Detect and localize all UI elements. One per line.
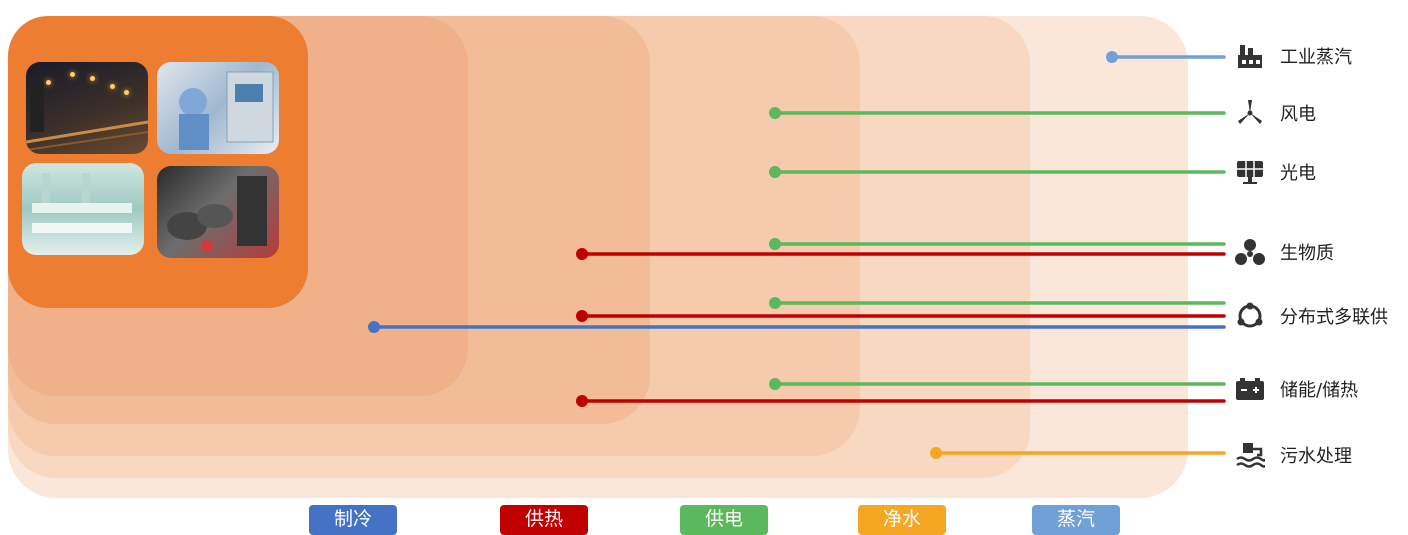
water-treatment-icon [1234, 441, 1266, 469]
biomass-icon [1234, 238, 1266, 266]
factory-icon [1234, 42, 1266, 70]
category-label-heating: 供热 [500, 505, 588, 535]
category-label-cooling: 制冷 [309, 505, 397, 535]
source-item-steam: 工业蒸汽 [1234, 42, 1352, 70]
cycle-icon [1234, 302, 1266, 330]
source-item-wind: 风电 [1234, 99, 1316, 127]
source-item-distributed: 分布式多联供 [1234, 302, 1388, 330]
source-label-steam: 工业蒸汽 [1280, 47, 1352, 68]
link-dot-wind-power [769, 107, 781, 119]
source-label-wind: 风电 [1280, 104, 1316, 125]
machinery-photo [157, 166, 279, 258]
link-dot-distributed-power [769, 297, 781, 309]
link-dot-storage-power [769, 378, 781, 390]
source-label-solar: 光电 [1280, 163, 1316, 184]
source-item-biomass: 生物质 [1234, 238, 1334, 266]
source-label-biomass: 生物质 [1280, 243, 1334, 264]
street-lights-photo [26, 62, 148, 154]
solar-panel-icon [1234, 158, 1266, 186]
source-item-sewage: 污水处理 [1234, 441, 1352, 469]
factory-floor-photo [22, 163, 144, 255]
link-dot-sewage-water [930, 447, 942, 459]
laboratory-photo [157, 62, 279, 154]
link-dot-distributed-cooling [368, 321, 380, 333]
category-label-steam: 蒸汽 [1032, 505, 1120, 535]
category-label-power: 供电 [680, 505, 768, 535]
link-dot-biomass-heating [576, 248, 588, 260]
source-item-storage: 储能/储热 [1234, 375, 1358, 403]
source-item-solar: 光电 [1234, 158, 1316, 186]
wind-turbine-icon [1234, 99, 1266, 127]
source-label-distributed: 分布式多联供 [1280, 307, 1388, 328]
link-dot-biomass-power [769, 238, 781, 250]
source-label-sewage: 污水处理 [1280, 446, 1352, 467]
battery-icon [1234, 375, 1266, 403]
link-dot-steam-steam [1106, 51, 1118, 63]
link-dot-solar-power [769, 166, 781, 178]
link-dot-distributed-heating [576, 310, 588, 322]
link-dot-storage-heating [576, 395, 588, 407]
category-label-water: 净水 [858, 505, 946, 535]
source-label-storage: 储能/储热 [1280, 380, 1359, 401]
